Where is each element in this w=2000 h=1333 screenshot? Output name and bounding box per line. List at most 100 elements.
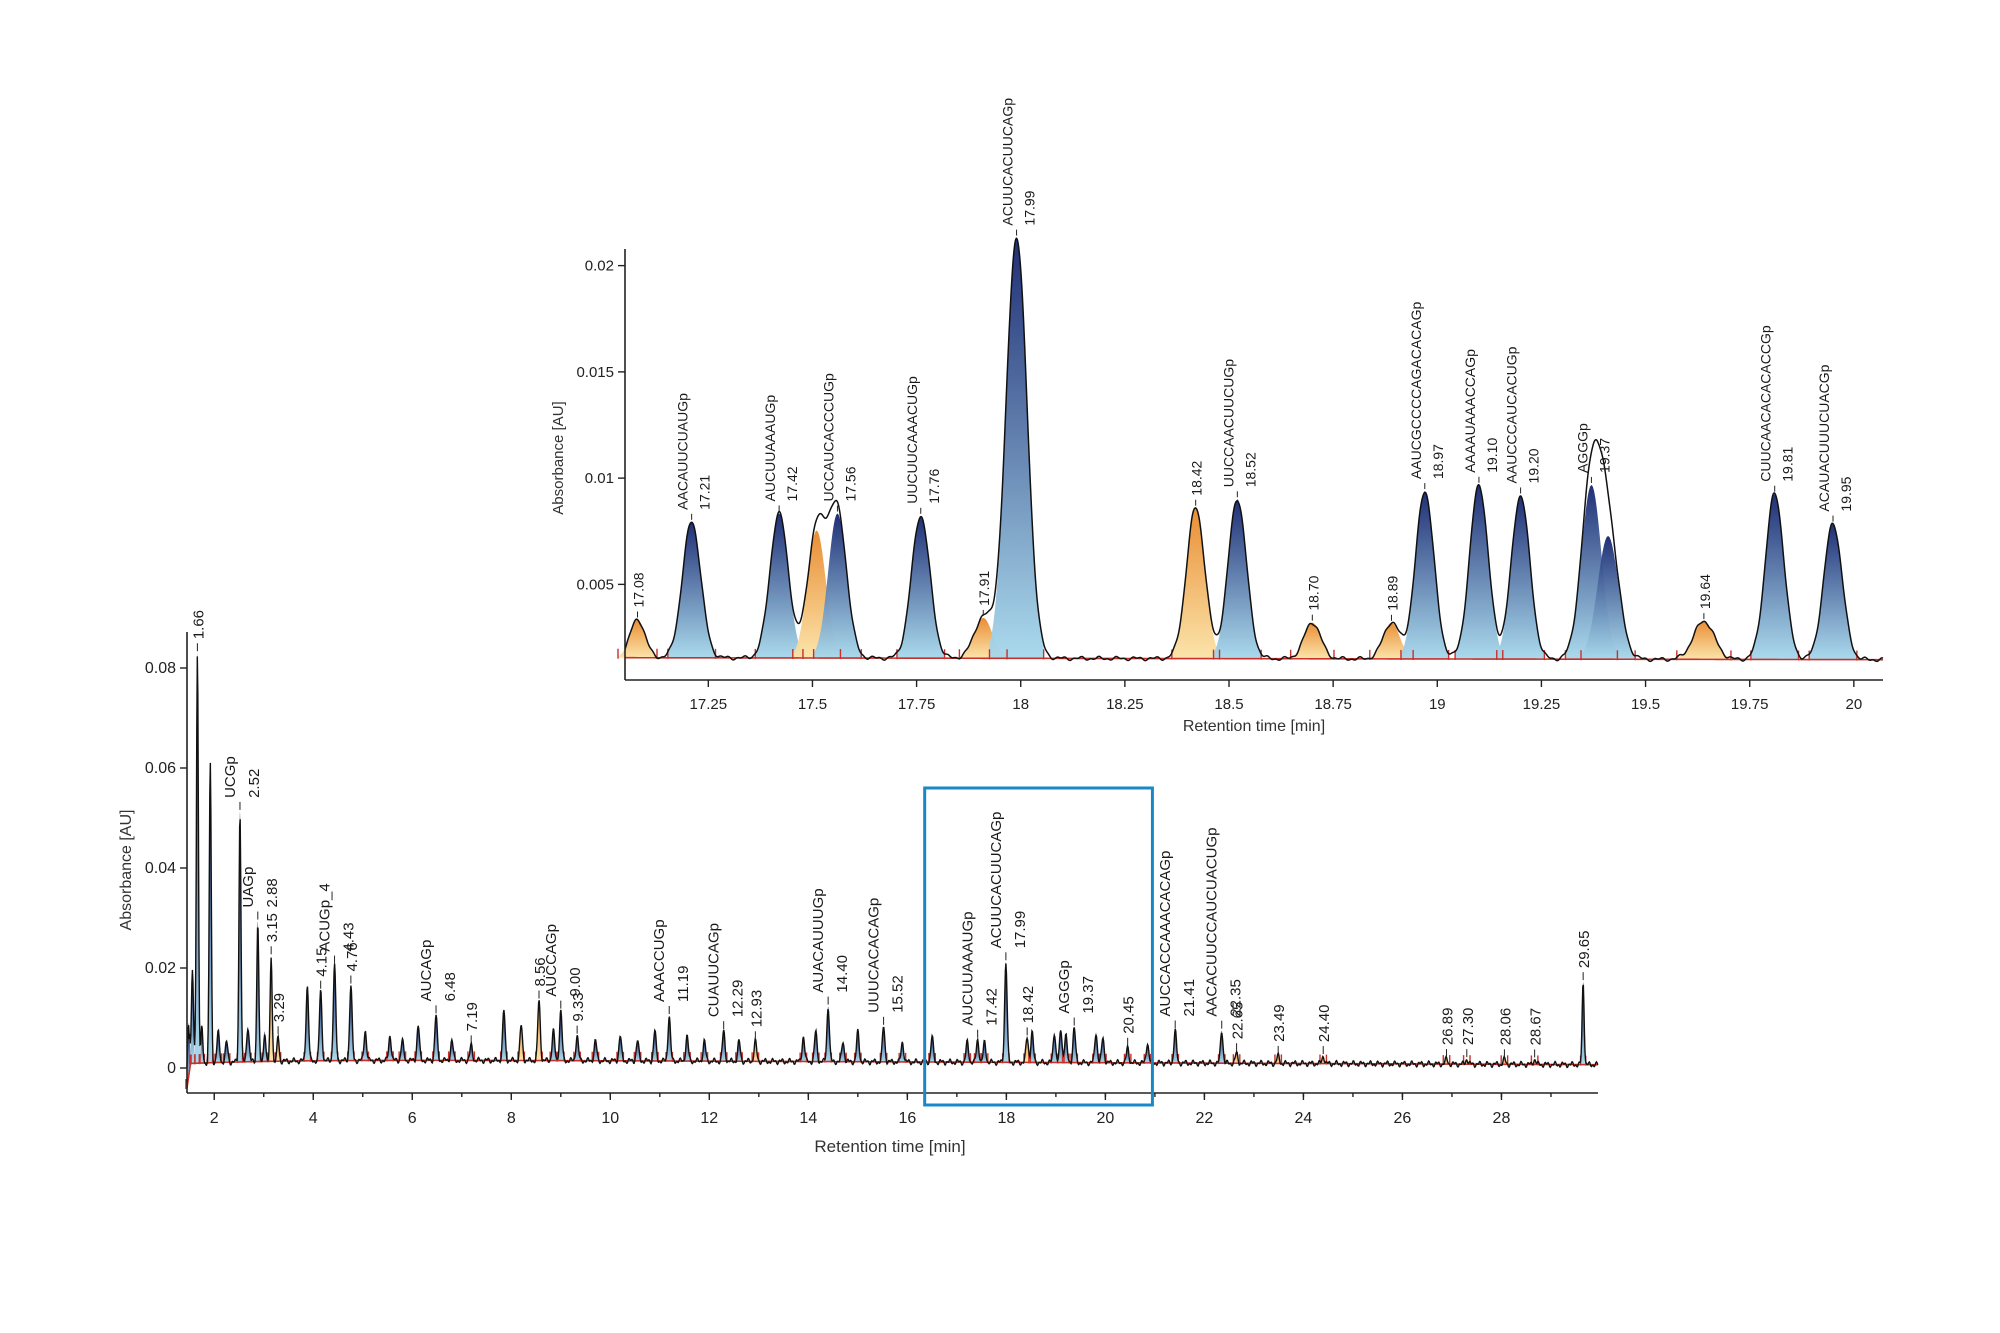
peak-label: 9.33 [570,992,587,1034]
peak-retention-label: 19.10 [1484,438,1500,473]
peak-retention-label: 18.42 [1020,986,1037,1024]
peak-label: ACUGp_4 4.43 [317,883,358,964]
peak-fill [1171,507,1220,659]
peak-label: 22.65 [1230,1002,1247,1052]
peak-sequence-label: AAUCCCAUCACUGp [1504,346,1520,483]
peak-retention-label: 20.45 [1121,996,1138,1034]
peak-label: UCGp 2.52 [222,756,263,810]
peak-sequence-label: AUCAGp [418,940,435,1002]
peak-retention-label: 17.08 [630,572,646,607]
peak-retention-label: 12.93 [748,990,765,1028]
x-tick-label: 19.75 [1731,696,1769,713]
x-tick-label: 12 [700,1110,718,1127]
peak-sequence-label: AUCCAGp [543,924,560,997]
peak-sequence-label: UCGp [222,756,239,798]
peak-label: AUCUUAAAUGp 17.42 [762,395,800,512]
peak-label: UUCCAACUUCUGp 18.52 [1220,359,1258,498]
peak-retention-label: 22.35 [1228,979,1245,1017]
main-peak-fills [185,653,1586,1088]
x-tick-label: 17.75 [898,696,936,713]
peak-retention-label: 11.19 [675,966,692,1002]
peak-retention-label: 17.99 [1022,190,1038,225]
peak-fill [1213,499,1262,659]
peak-label: UUCUUCAAACUGp 17.76 [904,376,942,514]
x-tick-label: 10 [601,1110,619,1127]
peak-retention-label: 28.06 [1497,1008,1514,1046]
peak-fill [1455,484,1503,660]
peak-retention-label: 19.95 [1838,476,1854,511]
peak-retention-label: 1.66 [190,610,207,639]
y-tick-label: 0.01 [585,470,614,487]
peak-retention-label: 17.56 [842,466,858,501]
peak-label: CUAUUCAGp 12.29 [706,923,747,1030]
peak-fill [813,513,862,659]
peak-label: UCCAUCACCCUGp 17.56 [820,373,858,512]
peak-fill [1581,535,1636,660]
peak-label: AUCCAGp 9.00 [543,924,584,1009]
x-tick-label: 18 [997,1110,1015,1127]
x-tick-label: 8 [507,1110,516,1127]
peak-sequence-label: UUCUUCAAACUGp [904,376,920,504]
peak-retention-label: 9.00 [567,967,584,996]
peak-sequence-label: AAUCGCCCCAGACACAGp [1408,301,1424,479]
peak-retention-label: 19.37 [1080,976,1097,1014]
peak-label: 24.40 [1316,1005,1333,1055]
peak-sequence-label: AUCCACCAAACACAGp [1157,851,1174,1017]
x-tick-label: 4 [309,1110,318,1127]
peak-retention-label: 7.19 [464,1002,481,1031]
peak-sequence-label: ACAUACUUUCUACGp [1816,364,1832,511]
y-tick-label: 0 [167,1060,176,1077]
peak-label: 20.45 [1121,996,1138,1046]
peak-fill [755,513,803,658]
peak-label: 1.66 [190,610,207,652]
main-signal-trace [186,656,1599,1069]
peak-label: 17.08 [630,572,646,618]
peak-label: 19.64 [1697,574,1713,620]
peak-sequence-label: UCCAUCACCCUGp [820,373,836,502]
peak-retention-label: 17.76 [926,469,942,504]
peak-sequence-label: CUAUUCAGp [706,923,723,1017]
x-tick-label: 16 [898,1110,916,1127]
peak-label: AAAAUAAACCAGp 19.10 [1462,349,1500,483]
peak-label: CUUCAACACACACCGp 19.81 [1758,325,1796,492]
peak-label: 3.15 [264,913,281,955]
peak-sequence-label: AGGGp [1056,960,1073,1013]
peak-retention-label: 3.29 [271,993,288,1022]
peak-label: 26.89 [1440,1008,1457,1058]
peak-retention-label: 4.43 [341,922,358,951]
x-tick-label: 17.25 [690,696,728,713]
peak-fill [1496,495,1545,660]
peak-label: 18.89 [1384,576,1400,621]
y-tick-label: 0.06 [145,760,176,777]
peak-retention-label: 19.37 [1596,438,1612,473]
y-tick-label: 0.005 [576,576,614,593]
peak-label: ACAUACUUUCUACGp 19.95 [1816,364,1854,522]
peak-retention-label: 9.33 [570,992,587,1021]
peak-label: 8.56 [532,957,549,999]
peak-label: AUACAUUUGp 14.40 [810,888,851,1005]
peak-retention-label: 15.52 [890,975,907,1013]
peak-retention-label: 27.30 [1460,1008,1477,1046]
peak-label: 7.19 [464,1002,481,1044]
x-tick-label: 17.5 [798,696,827,713]
peak-label: 17.91 [976,571,992,616]
peak-retention-label: 3.15 [264,913,281,942]
peak-label: AGGGp 19.37 [1056,960,1097,1026]
peak-fill [1809,523,1857,660]
x-tick-label: 18.75 [1314,696,1352,713]
peak-retention-label: 18.89 [1384,576,1400,611]
peak-retention-label: 17.21 [697,475,713,510]
peak-label: UAGp 2.88 [240,867,281,920]
peak-retention-label: 22.65 [1230,1002,1247,1040]
peak-sequence-label: UUCCAACUUCUGp [1220,359,1236,488]
x-tick-label: 24 [1295,1110,1313,1127]
main-y-axis-label: Absorbance [AU] [118,810,135,931]
peak-retention-label: 12.29 [730,980,747,1018]
inset-axes: 17.25 17.5 17.75 18 18.25 18.5 18.75 19 19.25 19.… [576,249,1883,713]
peak-retention-label: 2.52 [246,769,263,798]
zoom-region-box [923,786,1154,1107]
main-x-axis-label: Retention time [min] [814,1137,965,1156]
peak-label: 23.49 [1271,1004,1288,1054]
peak-retention-label: 18.70 [1305,575,1321,610]
